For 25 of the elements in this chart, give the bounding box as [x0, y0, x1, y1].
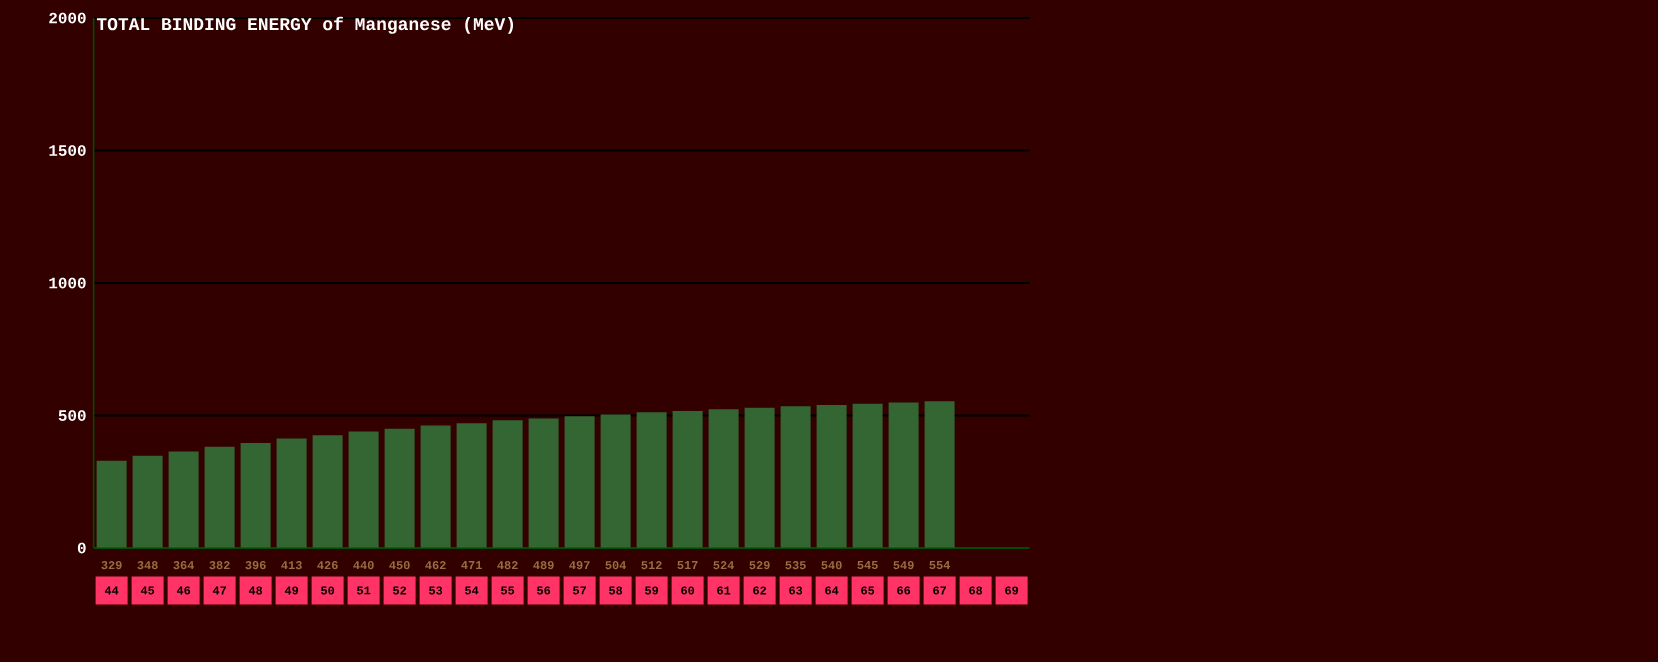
bar [816, 404, 847, 549]
bar [636, 412, 667, 549]
bar [240, 443, 271, 549]
bar [420, 425, 451, 549]
bar [564, 416, 595, 549]
bar [276, 438, 307, 549]
bar [600, 414, 631, 549]
bar [384, 428, 415, 549]
bar [456, 423, 487, 549]
bar [708, 409, 739, 549]
bar [744, 407, 775, 549]
bar [204, 446, 235, 549]
bar [672, 411, 703, 549]
bar [132, 455, 163, 549]
bar [852, 403, 883, 549]
bar [312, 435, 343, 549]
bar [348, 431, 379, 549]
bar [780, 406, 811, 549]
bar [492, 420, 523, 549]
bar [168, 451, 199, 549]
chart-title: TOTAL BINDING ENERGY of Manganese (MeV) [96, 16, 514, 34]
bar [924, 401, 955, 549]
bar [96, 460, 127, 549]
bar [528, 418, 559, 549]
bar [888, 402, 919, 549]
